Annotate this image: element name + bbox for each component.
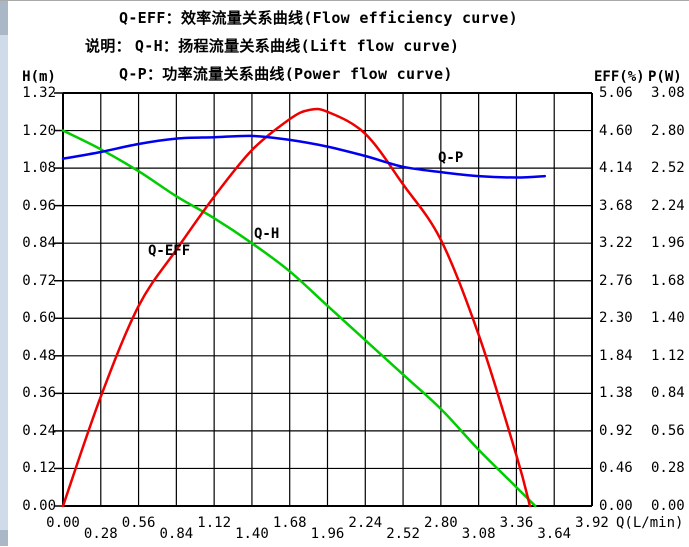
eff-tick-label: 1.84: [599, 347, 633, 364]
h-tick-label: 0.00: [22, 498, 56, 514]
eff-tick-label: 3.22: [599, 235, 633, 252]
q-tick-label: 3.36: [499, 515, 534, 531]
q-tick-label: 3.64: [537, 526, 572, 542]
q-tick-label: 0.84: [159, 526, 194, 542]
q-tick-label: 3.08: [461, 526, 496, 542]
p-tick-label: 3.08: [651, 85, 685, 101]
h-tick-label: 0.36: [22, 385, 56, 402]
scrollbar-down-cap[interactable]: [0, 530, 8, 546]
q-tick-label: 3.92: [575, 515, 609, 531]
eff-tick-label: 0.46: [599, 460, 633, 477]
h-tick-label: 0.96: [22, 197, 56, 214]
q-tick-label: 2.24: [348, 515, 383, 531]
eff-tick-label: 4.14: [599, 160, 633, 177]
eff-tick-label: 2.76: [599, 272, 633, 289]
p-tick-label: 1.40: [651, 310, 685, 327]
p-tick-label: 0.00: [651, 498, 685, 514]
h-tick-label: 0.72: [22, 272, 56, 289]
p-tick-label: 0.28: [651, 460, 685, 477]
p-tick-label: 2.52: [651, 160, 685, 177]
curve-q-h: [61, 129, 537, 508]
eff-tick-label: 1.38: [599, 385, 633, 402]
q-tick-label: 1.12: [197, 515, 231, 531]
curve-label-q-p: Q-P: [438, 150, 464, 166]
p-tick-label: 0.56: [651, 422, 685, 439]
eff-tick-label: 4.60: [599, 122, 633, 139]
left-axis-title: H(m): [22, 69, 56, 85]
scrollbar-up-cap[interactable]: [0, 1, 8, 35]
curve-q-eff: [61, 107, 532, 508]
window-top-edge: [0, 0, 689, 1]
q-tick-label: 1.40: [235, 526, 269, 542]
q-tick-label: 0.56: [121, 515, 156, 531]
h-tick-label: 0.60: [22, 310, 56, 327]
q-tick-label: 2.80: [423, 515, 458, 531]
q-tick-label: 2.52: [386, 526, 420, 542]
h-tick-label: 0.24: [22, 422, 56, 439]
q-tick-label: 0.00: [46, 515, 80, 531]
p-tick-label: 1.68: [651, 272, 685, 289]
eff-tick-label: 5.06: [599, 85, 633, 101]
right-axis-p-title: P(W): [648, 69, 682, 85]
p-tick-label: 2.24: [651, 197, 685, 214]
eff-tick-label: 0.92: [599, 422, 633, 439]
x-axis-title: Q(L/min): [616, 515, 684, 531]
p-tick-label: 0.84: [651, 385, 685, 402]
curve-q-p: [61, 134, 547, 179]
h-tick-label: 0.84: [22, 235, 56, 252]
legend-line-qp: Q-P：功率流量关系曲线(Power flow curve): [119, 65, 453, 83]
q-tick-label: 0.28: [83, 526, 118, 542]
h-tick-label: 0.48: [22, 347, 56, 364]
legend-line-qh: 说明： Q-H：扬程流量关系曲线(Lift flow curve): [85, 35, 459, 56]
p-tick-label: 1.12: [651, 347, 685, 364]
h-tick-label: 0.12: [22, 460, 56, 477]
eff-tick-label: 3.68: [599, 197, 633, 214]
right-axis-eff-title: EFF(%): [594, 69, 645, 85]
q-tick-label: 1.96: [310, 526, 345, 542]
left-scrollbar[interactable]: [0, 1, 8, 546]
p-tick-label: 1.96: [651, 235, 685, 252]
curve-label-q-h: Q-H: [254, 226, 280, 242]
eff-tick-label: 2.30: [599, 310, 633, 327]
h-tick-label: 1.32: [22, 85, 56, 101]
q-tick-label: 1.68: [272, 515, 307, 531]
h-tick-label: 1.08: [22, 160, 56, 177]
legend-qh-text: Q-H：扬程流量关系曲线(Lift flow curve): [134, 37, 460, 55]
curve-label-q-eff: Q-EFF: [148, 243, 191, 259]
legend-line-qeff: Q-EFF：效率流量关系曲线(Flow efficiency curve): [119, 9, 518, 27]
h-tick-label: 1.20: [22, 122, 56, 139]
p-tick-label: 2.80: [651, 122, 685, 139]
legend-prefix: 说明：: [85, 37, 131, 55]
eff-tick-label: 0.00: [599, 498, 633, 514]
